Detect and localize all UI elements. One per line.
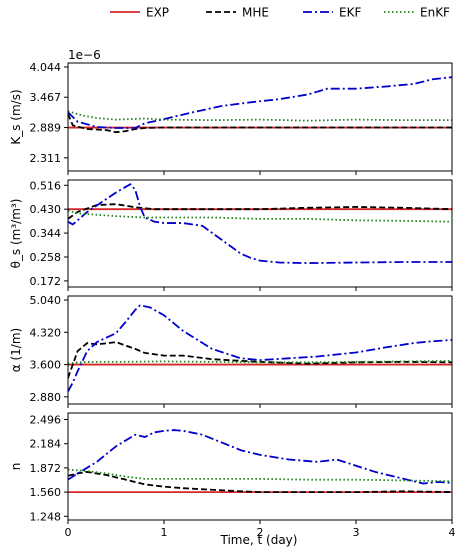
series-line-enkf	[68, 110, 452, 122]
y-tick-label: 2.311	[30, 152, 62, 165]
y-axis-label: θ_s (m³/m³)	[9, 199, 23, 269]
y-tick-label: 2.496	[30, 414, 62, 427]
plot-frame	[67, 179, 453, 288]
x-tick-label: 1	[161, 526, 168, 539]
x-axis-label: Time, t (day)	[220, 533, 298, 547]
x-tick-label: 4	[449, 526, 456, 539]
series-group	[68, 304, 452, 392]
x-tick-label: 2	[257, 526, 264, 539]
series-line-ekf	[68, 76, 452, 129]
legend: EXP MHE EKF EnKF	[110, 6, 450, 20]
legend-label: EXP	[146, 6, 169, 20]
y-tick-label: 0.430	[30, 203, 62, 216]
series-group	[68, 76, 452, 134]
series-line-ekf	[68, 304, 452, 392]
panel-1: 2.311 2.889 3.467 4.044 K_s (m/s) 1e−6	[9, 48, 453, 175]
legend-item-ekf: EKF	[303, 6, 361, 20]
y-tick-label: 3.467	[30, 91, 62, 104]
panel-3: 2.880 3.600 4.320 5.040 α (1/m)	[9, 294, 453, 408]
y-tick-label: 4.044	[30, 61, 62, 74]
x-tick-label: 0	[65, 526, 72, 539]
series-line-mhe	[68, 471, 452, 493]
series-group	[68, 183, 452, 265]
series-line-ekf	[68, 183, 452, 265]
y-tick-label: 1.560	[30, 486, 62, 499]
y-tick-label: 5.040	[30, 294, 62, 307]
y-tick-label: 0.258	[30, 251, 62, 264]
y-tick-label: 1.248	[30, 510, 62, 523]
series-line-enkf	[68, 209, 452, 223]
series-line-mhe	[68, 203, 452, 220]
legend-label: EnKF	[420, 6, 450, 20]
y-tick-label: 4.320	[30, 326, 62, 339]
y-tick-label: 0.344	[30, 227, 62, 240]
legend-label: EKF	[339, 6, 361, 20]
y-axis-label: α (1/m)	[9, 328, 23, 372]
y-tick-label: 0.172	[30, 275, 62, 288]
y-tick-label: 2.184	[30, 438, 62, 451]
series-group	[68, 429, 452, 493]
y-axis-label: n	[9, 463, 23, 471]
plot-frame	[67, 412, 453, 521]
plot-frame	[67, 295, 453, 405]
y-tick-label: 3.600	[30, 359, 62, 372]
series-line-mhe	[68, 113, 452, 134]
y-tick-label: 2.880	[30, 391, 62, 404]
legend-label: MHE	[242, 6, 269, 20]
series-line-ekf	[68, 429, 452, 485]
y-axis-label: K_s (m/s)	[9, 89, 23, 144]
y-tick-label: 0.516	[30, 179, 62, 192]
y-tick-label: 1.872	[30, 462, 62, 475]
legend-item-mhe: MHE	[206, 6, 269, 20]
series-line-enkf	[68, 360, 452, 365]
legend-item-exp: EXP	[110, 6, 169, 20]
axis-scale-note: 1e−6	[68, 48, 101, 62]
panel-2: 0.172 0.258 0.344 0.430 0.516 θ_s (m³/m³)	[9, 179, 453, 291]
x-tick-label: 3	[353, 526, 360, 539]
legend-item-enkf: EnKF	[384, 6, 450, 20]
series-line-mhe	[68, 341, 452, 379]
y-tick-label: 2.889	[30, 122, 62, 135]
plot-frame	[67, 62, 453, 172]
series-line-enkf	[68, 468, 452, 483]
panel-4: 1.248 1.560 1.872 2.184 2.496 0 1 2 3 4 n	[9, 412, 456, 539]
